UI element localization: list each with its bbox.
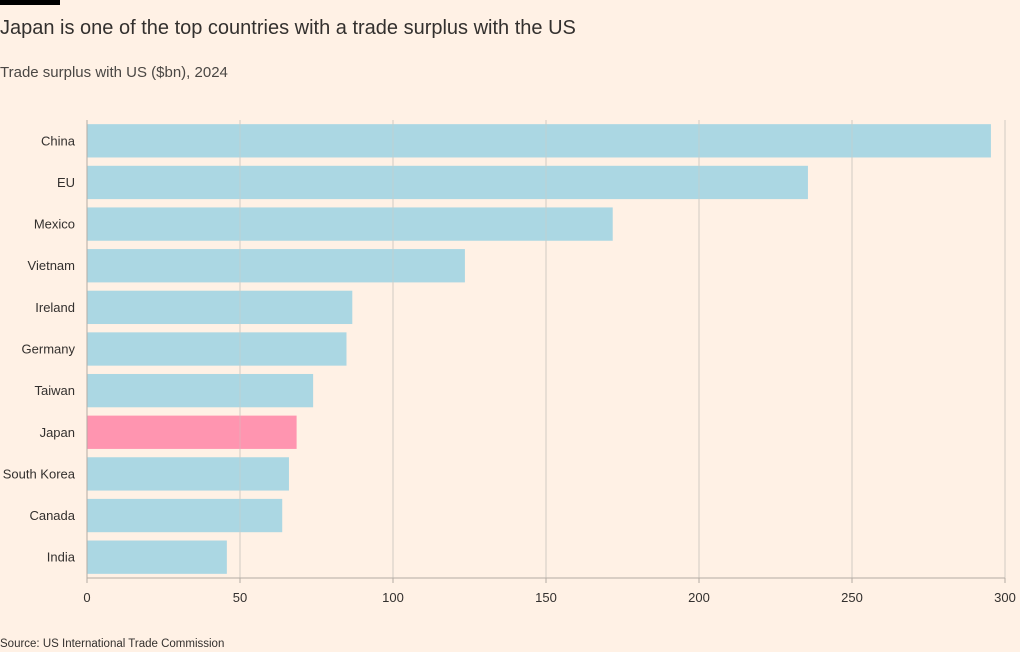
- x-tick-label-200: 200: [688, 590, 710, 605]
- bar-germany: [87, 332, 347, 366]
- bar-south-korea: [87, 457, 289, 491]
- bar-mexico: [87, 207, 613, 241]
- bar-india: [87, 540, 227, 574]
- category-label-canada: Canada: [29, 508, 75, 523]
- category-label-taiwan: Taiwan: [35, 383, 75, 398]
- category-label-south-korea: South Korea: [3, 466, 76, 481]
- category-labels: China EU Mexico Vietnam Ireland Germany Taiwan…: [3, 133, 76, 564]
- x-tick-label-300: 300: [994, 590, 1016, 605]
- category-label-vietnam: Vietnam: [28, 258, 75, 273]
- bar-vietnam: [87, 249, 465, 283]
- bar-taiwan: [87, 373, 314, 408]
- category-label-india: India: [47, 550, 76, 565]
- x-tick-label-250: 250: [841, 590, 863, 605]
- category-label-mexico: Mexico: [34, 217, 75, 232]
- category-label-china: China: [41, 133, 76, 148]
- category-label-ireland: Ireland: [35, 300, 75, 315]
- bar-japan: [87, 415, 297, 449]
- x-tick-label-50: 50: [233, 590, 247, 605]
- bar-ireland: [87, 290, 353, 325]
- bar-china: [87, 124, 991, 158]
- source-note: Source: US International Trade Commissio…: [0, 638, 225, 650]
- category-label-germany: Germany: [22, 342, 76, 357]
- x-axis: 0 50 100 150 200 250 300: [83, 120, 1016, 605]
- x-tick-label-150: 150: [535, 590, 557, 605]
- top-rule: [0, 0, 60, 5]
- x-tick-label-0: 0: [83, 590, 90, 605]
- x-tick-label-100: 100: [382, 590, 404, 605]
- chart-title: Japan is one of the top countries with a…: [0, 17, 576, 39]
- category-label-eu: EU: [57, 175, 75, 190]
- bars: [87, 120, 1006, 578]
- category-label-japan: Japan: [40, 425, 75, 440]
- bar-canada: [87, 498, 283, 533]
- bar-eu: [87, 165, 808, 200]
- chart-subtitle: Trade surplus with US ($bn), 2024: [0, 64, 228, 81]
